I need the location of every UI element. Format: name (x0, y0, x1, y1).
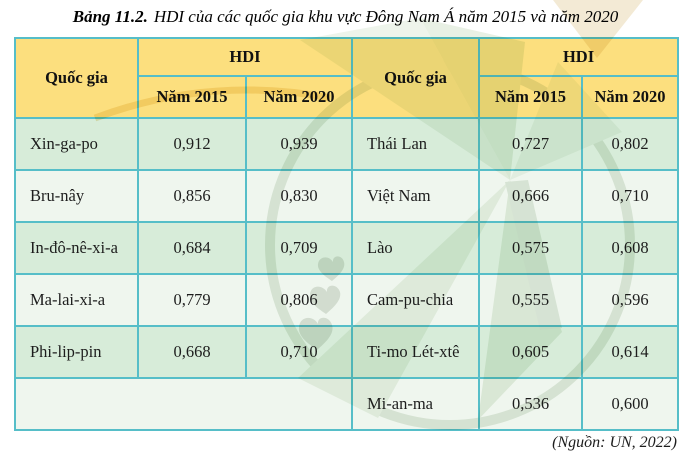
table-row: Phi-lip-pin 0,668 0,710 Ti-mo Lét-xtê 0,… (14, 325, 680, 379)
table-row: In-đô-nê-xi-a 0,684 0,709 Lào 0,575 0,60… (14, 221, 680, 275)
header-hdi-right: HDI (478, 37, 680, 77)
table-title: Bảng 11.2. HDI của các quốc gia khu vực Đ… (0, 7, 691, 27)
hdi-table: Quốc gia HDI Quốc gia HDI Năm 2015 Năm 2… (13, 37, 680, 431)
country-cell: Ma-lai-xi-a (14, 273, 139, 327)
table-row: Ma-lai-xi-a 0,779 0,806 Cam-pu-chia 0,55… (14, 273, 680, 327)
hdi-value-cell: 0,596 (581, 273, 680, 327)
header-year-2020-left: Năm 2020 (244, 75, 354, 119)
hdi-value-cell: 0,575 (478, 221, 584, 275)
header-country-right: Quốc gia (351, 37, 481, 119)
hdi-value-cell: 0,555 (478, 273, 584, 327)
country-cell: Bru-nây (14, 169, 139, 223)
hdi-value-cell: 0,856 (137, 169, 247, 223)
table-row: Mi-an-ma 0,536 0,600 (13, 377, 680, 431)
hdi-value-cell: 0,939 (244, 117, 354, 171)
table-number-label: Bảng 11.2. (72, 7, 148, 26)
hdi-value-cell: 0,710 (244, 325, 354, 379)
country-cell: Lào (351, 221, 481, 275)
hdi-value-cell: 0,684 (137, 221, 247, 275)
hdi-value-cell: 0,709 (244, 221, 354, 275)
header-year-2015-left: Năm 2015 (137, 75, 247, 119)
header-country-left: Quốc gia (14, 37, 139, 119)
hdi-value-cell: 0,779 (137, 273, 247, 327)
country-cell: Xin-ga-po (14, 117, 139, 171)
table-row: Bru-nây 0,856 0,830 Việt Nam 0,666 0,710 (14, 169, 680, 223)
country-cell: Phi-lip-pin (14, 325, 139, 379)
hdi-value-cell: 0,605 (478, 325, 584, 379)
empty-cell (13, 377, 354, 431)
header-hdi-left: HDI (136, 37, 354, 77)
hdi-value-cell: 0,600 (581, 377, 680, 431)
source-note: (Nguồn: UN, 2022) (552, 434, 677, 451)
country-cell: In-đô-nê-xi-a (14, 221, 139, 275)
hdi-value-cell: 0,912 (137, 117, 247, 171)
hdi-value-cell: 0,536 (478, 377, 584, 431)
hdi-value-cell: 0,710 (581, 169, 680, 223)
country-cell: Việt Nam (351, 169, 481, 223)
table-title-text: HDI của các quốc gia khu vực Đông Nam Á … (153, 7, 619, 26)
hdi-value-cell: 0,614 (581, 325, 680, 379)
hdi-value-cell: 0,668 (137, 325, 247, 379)
header-year-2015-right: Năm 2015 (478, 75, 584, 119)
country-cell: Thái Lan (351, 117, 481, 171)
country-cell: Cam-pu-chia (351, 273, 481, 327)
header-year-2020-right: Năm 2020 (581, 75, 680, 119)
hdi-value-cell: 0,666 (478, 169, 584, 223)
hdi-value-cell: 0,830 (244, 169, 354, 223)
hdi-value-cell: 0,608 (581, 221, 680, 275)
hdi-value-cell: 0,727 (478, 117, 584, 171)
table-row: Xin-ga-po 0,912 0,939 Thái Lan 0,727 0,8… (14, 117, 680, 171)
hdi-value-cell: 0,806 (244, 273, 354, 327)
hdi-value-cell: 0,802 (581, 117, 680, 171)
country-cell: Mi-an-ma (351, 377, 481, 431)
country-cell: Ti-mo Lét-xtê (351, 325, 481, 379)
